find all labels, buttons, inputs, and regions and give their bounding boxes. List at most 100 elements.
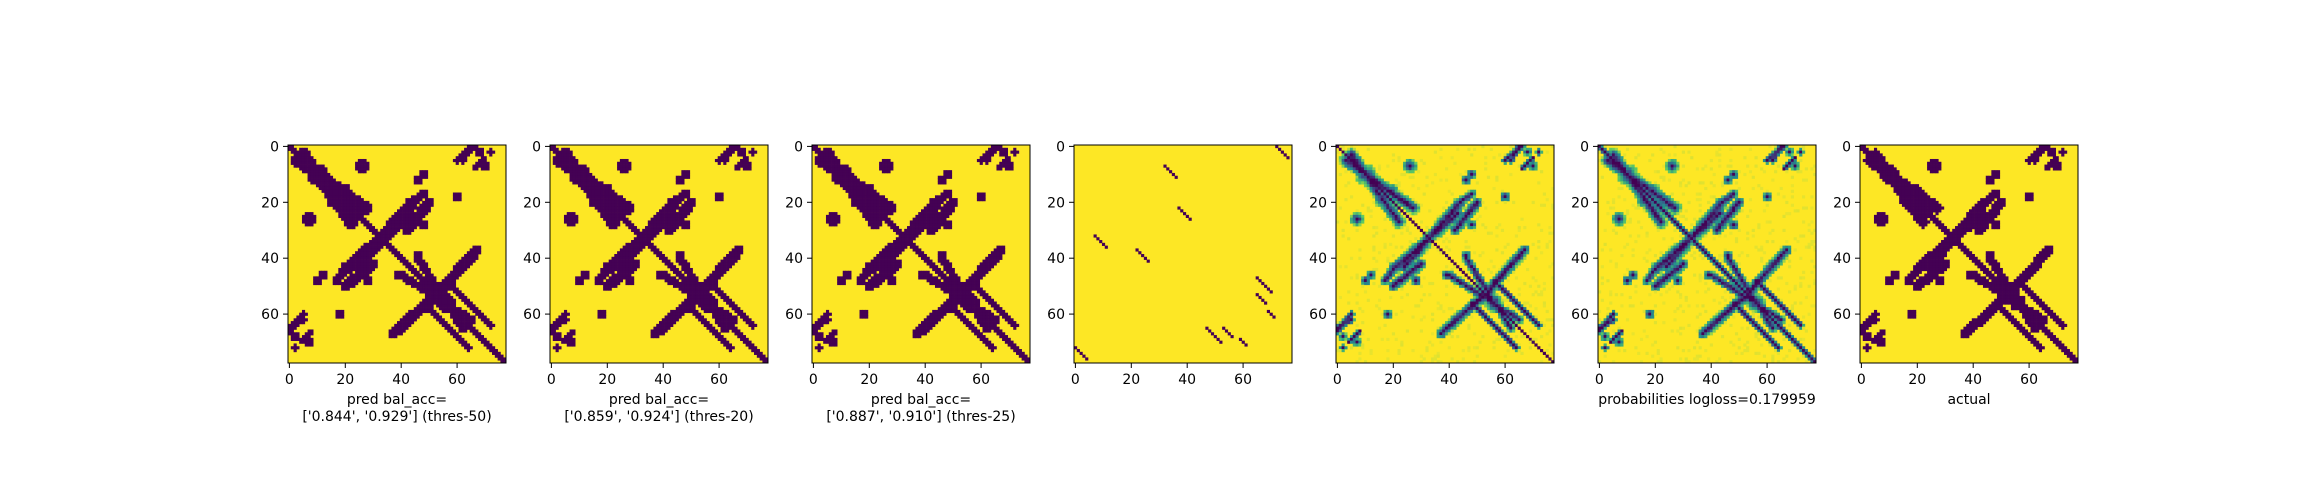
heatmap-cell bbox=[831, 167, 835, 171]
heatmap-cell bbox=[1503, 161, 1507, 165]
heatmap-cell bbox=[461, 156, 465, 160]
heatmap-cell bbox=[296, 153, 300, 157]
heatmap-cell bbox=[352, 273, 356, 277]
heatmap-cell bbox=[895, 226, 899, 230]
heatmap-cell bbox=[940, 304, 944, 308]
heatmap-cell bbox=[480, 158, 484, 163]
heatmap-cell bbox=[377, 237, 381, 241]
heatmap-cell bbox=[717, 335, 721, 339]
heatmap-cell bbox=[647, 242, 651, 246]
heatmap-cell bbox=[608, 200, 612, 205]
heatmap-cell bbox=[951, 309, 955, 314]
heatmap-cell bbox=[990, 323, 995, 328]
heatmap-cell bbox=[1528, 158, 1532, 163]
heatmap-cell bbox=[424, 267, 429, 272]
heatmap-cell bbox=[486, 164, 490, 168]
heatmap-cell bbox=[614, 259, 618, 263]
heatmap-cell bbox=[734, 329, 738, 333]
heatmap-cell bbox=[416, 273, 420, 277]
heatmap-cell bbox=[670, 228, 674, 232]
heatmap-cell bbox=[483, 167, 487, 171]
heatmap-cell bbox=[329, 178, 334, 182]
heatmap-cell bbox=[346, 195, 350, 199]
heatmap-cell bbox=[717, 270, 721, 274]
heatmap-cell bbox=[335, 273, 339, 277]
heatmap-cell bbox=[948, 198, 953, 202]
heatmap-cell bbox=[472, 315, 476, 319]
heatmap-cell bbox=[619, 270, 624, 274]
heatmap-cell bbox=[876, 254, 880, 258]
heatmap-cell bbox=[951, 293, 955, 297]
heatmap-cell bbox=[1411, 175, 1415, 179]
heatmap-cell bbox=[865, 212, 869, 216]
heatmap-cell bbox=[355, 164, 359, 168]
heatmap-cell bbox=[572, 164, 576, 168]
heatmap-cell bbox=[1347, 158, 1351, 163]
heatmap-cell bbox=[884, 259, 888, 263]
heatmap-cell bbox=[1010, 318, 1014, 322]
heatmap-cell bbox=[480, 156, 484, 160]
heatmap-cell bbox=[408, 209, 412, 213]
heatmap-cell bbox=[352, 267, 356, 272]
heatmap-cell bbox=[1400, 189, 1404, 193]
heatmap-cell bbox=[675, 256, 679, 260]
heatmap-cell bbox=[346, 186, 350, 191]
heatmap-cell bbox=[734, 167, 738, 171]
heatmap-cell bbox=[834, 343, 838, 347]
heatmap-cell bbox=[1408, 203, 1412, 207]
heatmap-cell bbox=[982, 262, 986, 266]
heatmap-cell bbox=[374, 248, 378, 252]
heatmap-cell bbox=[645, 237, 649, 241]
heatmap-cell bbox=[617, 276, 621, 280]
heatmap-cell bbox=[569, 212, 573, 216]
heatmap-cell bbox=[1526, 150, 1530, 154]
heatmap-cell bbox=[1503, 153, 1507, 157]
heatmap-cell bbox=[887, 245, 891, 249]
heatmap-cell bbox=[726, 259, 730, 263]
heatmap-cell bbox=[433, 298, 437, 302]
heatmap-cell bbox=[918, 254, 922, 258]
heatmap-cell bbox=[441, 295, 445, 300]
heatmap-cell bbox=[865, 198, 869, 202]
heatmap-cell bbox=[313, 170, 317, 174]
heatmap-cell bbox=[890, 167, 894, 171]
heatmap-cell bbox=[349, 256, 353, 260]
heatmap-cell bbox=[631, 226, 635, 230]
heatmap-cell bbox=[990, 147, 995, 151]
heatmap-cell bbox=[1366, 178, 1370, 182]
heatmap-cell bbox=[371, 226, 375, 230]
heatmap-cell bbox=[399, 206, 403, 210]
heatmap-cell bbox=[661, 214, 665, 219]
heatmap-cell bbox=[675, 251, 679, 255]
heatmap-cell bbox=[597, 195, 601, 199]
heatmap-cell bbox=[907, 231, 911, 235]
heatmap-cell bbox=[1475, 209, 1479, 213]
heatmap-cell bbox=[293, 343, 297, 347]
heatmap-cell bbox=[335, 209, 339, 213]
heatmap-cell bbox=[834, 223, 838, 227]
heatmap-cell bbox=[399, 332, 403, 336]
heatmap-cell bbox=[413, 212, 417, 216]
heatmap-cell bbox=[458, 323, 462, 328]
heatmap-cell bbox=[332, 189, 336, 193]
heatmap-cell bbox=[642, 245, 646, 249]
heatmap-cell bbox=[976, 284, 981, 288]
heatmap-cell bbox=[1377, 200, 1382, 205]
heatmap-cell bbox=[684, 172, 688, 177]
heatmap-cell bbox=[424, 279, 429, 283]
heatmap-cell bbox=[667, 281, 671, 286]
heatmap-cell bbox=[862, 267, 866, 272]
heatmap-cell bbox=[550, 147, 554, 151]
heatmap-cell bbox=[659, 273, 663, 277]
heatmap-cell bbox=[343, 184, 348, 188]
heatmap-cell bbox=[756, 351, 760, 355]
heatmap-cell bbox=[444, 298, 448, 302]
heatmap-cell bbox=[960, 293, 964, 297]
heatmap-cell bbox=[394, 335, 398, 339]
heatmap-cell bbox=[731, 318, 735, 322]
heatmap-cell bbox=[929, 259, 933, 263]
heatmap-cell bbox=[594, 198, 598, 202]
heatmap-cell bbox=[678, 192, 682, 196]
heatmap-cell bbox=[617, 217, 621, 221]
heatmap-cell bbox=[686, 195, 691, 199]
